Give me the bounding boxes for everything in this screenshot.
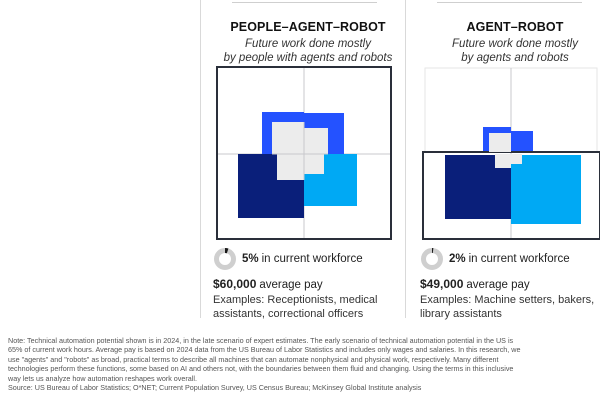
pay-value: $60,000 xyxy=(213,277,257,291)
examples-line: Examples: Machine setters, bakers, xyxy=(420,294,595,306)
workforce-percent: 2% xyxy=(449,253,466,265)
note-line: technologies perform these functions, so… xyxy=(8,364,514,374)
average-pay: $60,000 average pay xyxy=(213,277,323,291)
subtitle-line: by people with agents and robots xyxy=(223,52,393,64)
footnote: Note: Technical automation potential sho… xyxy=(8,336,598,392)
agent-robot-diagram xyxy=(422,67,600,240)
column-divider-middle xyxy=(405,0,406,318)
workforce-stat: 5% in current workforce xyxy=(213,247,363,271)
overlap-lower-left xyxy=(277,154,304,180)
note-line: use "agents" and "robots" as broad, prac… xyxy=(8,354,499,364)
overlap-upper-left xyxy=(272,122,304,154)
card-people-agent-robot: PEOPLE–AGENT–ROBOT Future work done most… xyxy=(213,0,403,322)
workforce-percent: 5% xyxy=(242,253,259,265)
source-line: Source: US Bureau of Labor Statistics; O… xyxy=(8,383,422,393)
card-title: AGENT–ROBOT xyxy=(466,20,564,34)
examples-line: library assistants xyxy=(420,307,502,320)
examples: Examples: Receptionists, medical assista… xyxy=(213,294,393,321)
card-title: PEOPLE–AGENT–ROBOT xyxy=(230,20,386,34)
card-agent-robot: AGENT–ROBOT Future work done mostly by a… xyxy=(420,0,600,322)
overlap-lower-right xyxy=(511,154,522,164)
note-line: way lets us analyze how automation resha… xyxy=(8,373,197,383)
subtitle-line: Future work done mostly xyxy=(245,38,371,50)
top-rule-left xyxy=(232,2,377,3)
examples-line: Examples: Receptionists, medical xyxy=(213,294,378,306)
overlap-lower-left xyxy=(495,154,511,168)
donut-workforce-icon xyxy=(214,248,236,270)
robot-square xyxy=(511,155,581,224)
pay-value: $49,000 xyxy=(420,277,464,291)
overlap-upper-left xyxy=(489,133,511,152)
pay-label: average pay xyxy=(466,279,530,291)
overlap-lower-right xyxy=(304,154,324,174)
agent-square-right xyxy=(511,131,533,153)
pay-label: average pay xyxy=(259,279,323,291)
column-divider-left xyxy=(200,0,201,318)
top-rule-right xyxy=(437,2,582,3)
workforce-label: in current workforce xyxy=(261,253,363,265)
donut-workforce-icon xyxy=(421,248,443,270)
card-subtitle: Future work done mostly by agents and ro… xyxy=(420,37,600,65)
note-line: 65% of current work hours. Average pay i… xyxy=(8,345,521,355)
people-agent-robot-diagram xyxy=(216,66,392,240)
examples-line: assistants, correctional officers xyxy=(213,307,364,320)
workforce-stat: 2% in current workforce xyxy=(420,247,570,271)
examples: Examples: Machine setters, bakers, libra… xyxy=(420,294,600,321)
workforce-label: in current workforce xyxy=(468,253,570,265)
overlap-upper-right xyxy=(304,128,328,154)
card-subtitle: Future work done mostly by people with a… xyxy=(213,37,403,65)
note-line: Note: Technical automation potential sho… xyxy=(8,336,514,345)
subtitle-line: Future work done mostly xyxy=(452,38,578,50)
subtitle-line: by agents and robots xyxy=(461,52,569,64)
average-pay: $49,000 average pay xyxy=(420,277,530,291)
